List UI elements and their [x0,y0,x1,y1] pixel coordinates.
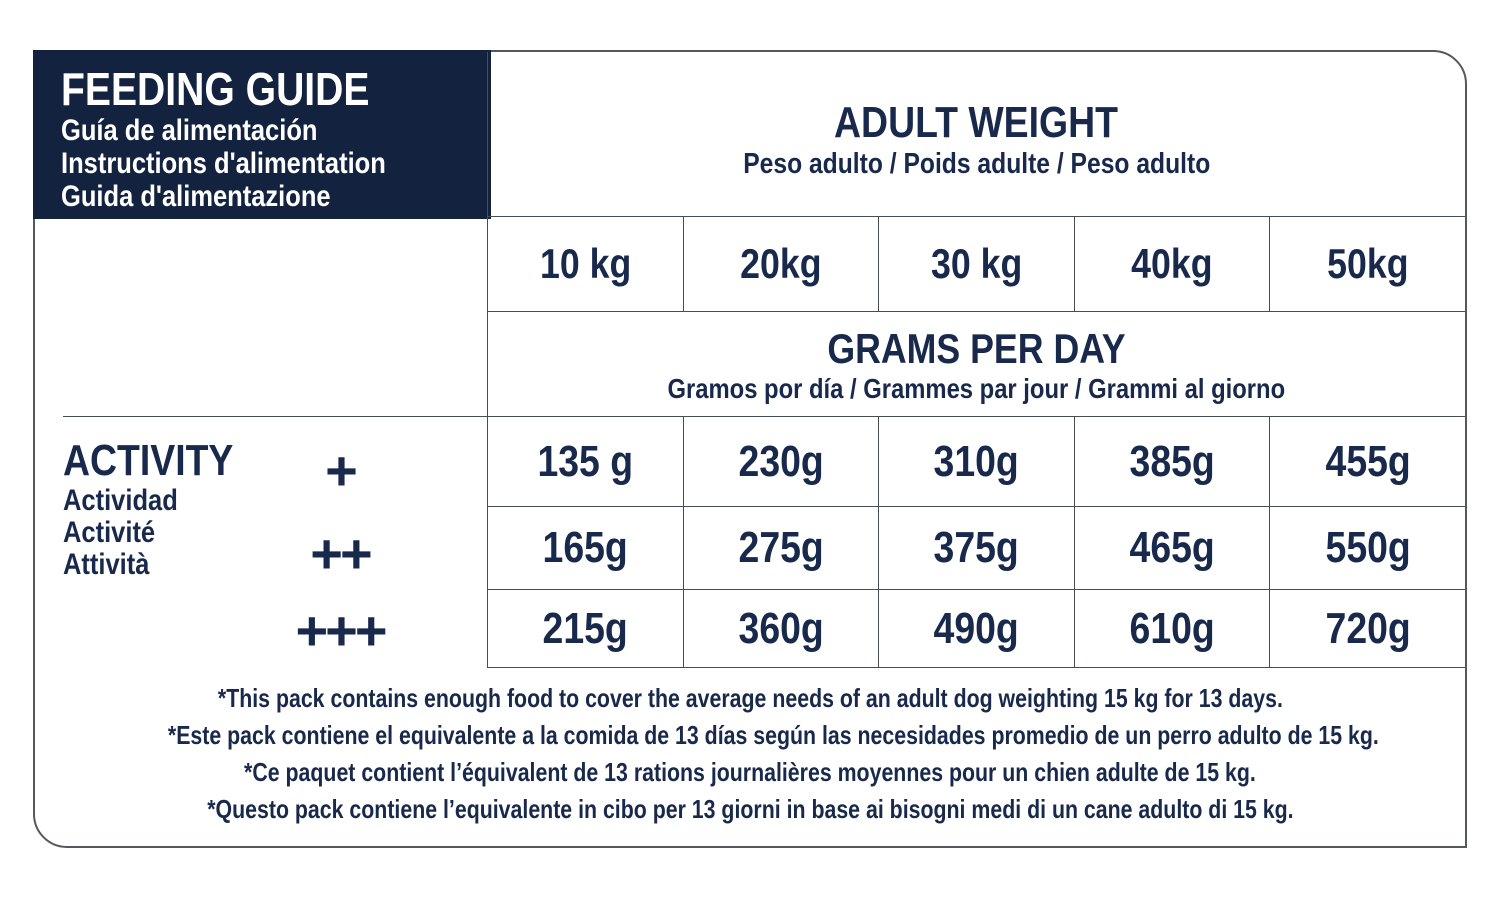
activity-level-column: + ++ +++ [225,417,455,668]
grams-cell-r3c4: 610g [1073,590,1270,668]
feeding-guide-subtitle-it: Guida d'alimentazione [61,180,331,213]
weight-header-50kg: 50kg [1269,217,1465,312]
adult-weight-header-cell: ADULT WEIGHT Peso adulto / Poids adulte … [487,52,1465,217]
grams-cell-r1c3: 310g [878,417,1074,507]
footnotes: *This pack contains enough food to cover… [35,680,1465,828]
feeding-guide-subtitle-es: Guía de alimentación [61,114,318,147]
grams-cell-r2c2: 275g [682,507,879,590]
weight-columns-row: 10 kg 20kg 30 kg 40kg 50kg [487,217,1465,312]
adult-weight-title: ADULT WEIGHT [834,98,1119,147]
feeding-guide-title: FEEDING GUIDE [61,64,491,114]
weight-header-20kg: 20kg [682,217,879,312]
grams-cell-r2c1: 165g [487,507,683,590]
grams-per-day-title: GRAMS PER DAY [827,324,1126,372]
grams-cell-r3c3: 490g [878,590,1074,668]
adult-weight-subtitle: Peso adulto / Poids adulte / Peso adulto [742,148,1211,180]
activity-title: ACTIVITY [63,436,234,485]
grams-cell-r1c5: 455g [1269,417,1465,507]
grams-cell-r2c4: 465g [1073,507,1270,590]
feeding-guide-card: FEEDING GUIDE Guía de alimentación Instr… [33,50,1467,848]
activity-subtitle-fr: Activité [63,516,156,549]
feeding-guide-subtitle-fr: Instructions d'alimentation [61,147,386,180]
grams-per-day-header-cell: GRAMS PER DAY Gramos por día / Grammes p… [487,312,1465,417]
footnote-fr: *Ce paquet contient l’équivalent de 13 r… [244,757,1256,787]
grams-cell-r3c5: 720g [1269,590,1465,668]
grams-cell-r2c3: 375g [878,507,1074,590]
grams-cell-r3c1: 215g [487,590,683,668]
grams-cell-r1c4: 385g [1073,417,1270,507]
grams-table: 135 g 230g 310g 385g 455g 165g 275g 375g… [487,417,1465,668]
activity-subtitle-it: Attività [63,548,150,581]
weight-header-40kg: 40kg [1073,217,1270,312]
activity-separator-line [63,415,487,417]
activity-level-low: + [325,438,358,502]
grams-cell-r2c5: 550g [1269,507,1465,590]
grams-cell-r1c2: 230g [682,417,879,507]
activity-labels: ACTIVITY Actividad Activité Attività [63,437,263,581]
grams-per-day-subtitle: Gramos por día / Grammes par jour / Gram… [667,372,1286,404]
activity-level-high: +++ [295,599,387,663]
activity-level-medium: ++ [310,521,372,585]
footnote-it: *Questo pack contiene l’equivalente in c… [206,794,1294,824]
grams-cell-r1c1: 135 g [487,417,683,507]
weight-header-30kg: 30 kg [878,217,1074,312]
feeding-guide-header: FEEDING GUIDE Guía de alimentación Instr… [33,50,491,219]
activity-header-area: ACTIVITY Actividad Activité Attività + +… [35,417,487,668]
feeding-guide-title-text: FEEDING GUIDE [61,63,370,115]
footnote-es: *Este pack contiene el equivalente a la … [167,720,1379,750]
activity-subtitle-es: Actividad [63,484,178,517]
weight-header-10kg: 10 kg [487,217,683,312]
grams-cell-r3c2: 360g [682,590,879,668]
footnote-en: *This pack contains enough food to cover… [217,683,1283,713]
